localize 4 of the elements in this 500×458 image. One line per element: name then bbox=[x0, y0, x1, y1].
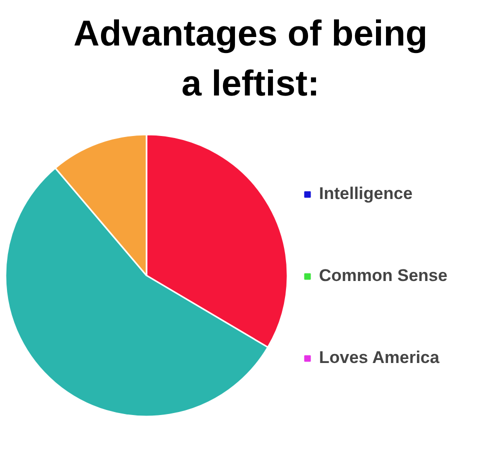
chart-title: Advantages of being a leftist: bbox=[73, 12, 428, 104]
legend-label: Common Sense bbox=[319, 266, 448, 286]
legend-label: Loves America bbox=[319, 348, 440, 368]
legend-label: Intelligence bbox=[319, 184, 413, 204]
